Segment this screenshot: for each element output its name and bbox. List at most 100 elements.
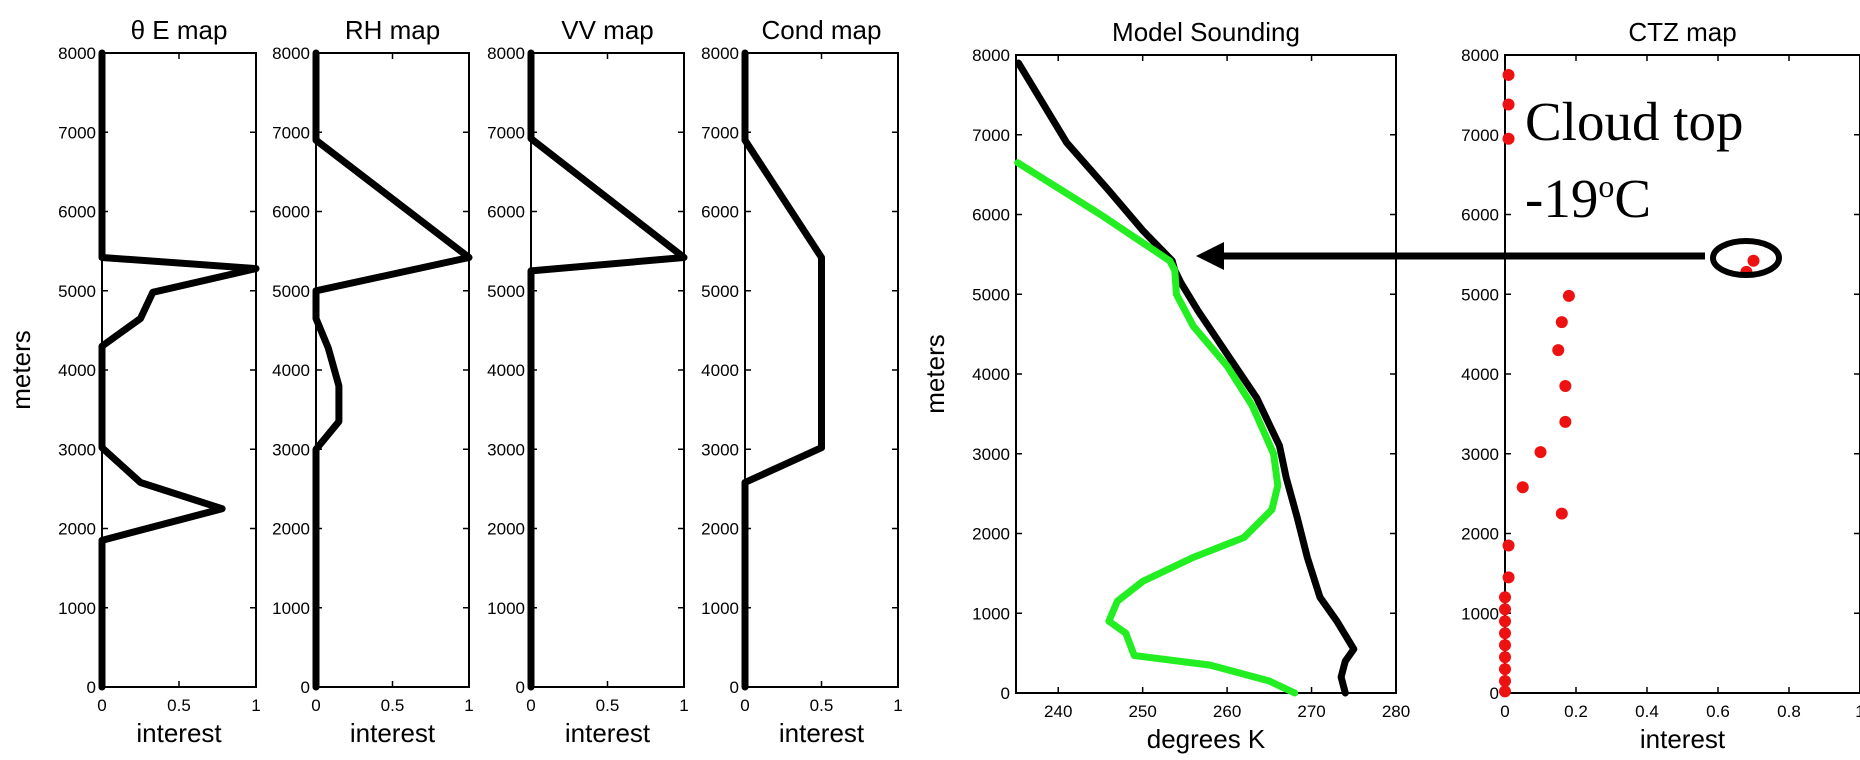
ctz-map-data-point — [1499, 639, 1511, 652]
theta-e-map-title: θ E map — [131, 15, 228, 45]
theta-e-map-series-line-1 — [98, 49, 260, 691]
theta-e-map-x-tick-label: 0 — [97, 696, 106, 715]
ctz-map-x-tick-label: 0.8 — [1777, 702, 1801, 721]
theta-e-map-y-tick-label: 7000 — [58, 123, 96, 142]
cond-map-x-tick-label: 1 — [893, 696, 902, 715]
ctz-map-data-point — [1502, 539, 1515, 552]
rh-map-y-tick-label: 7000 — [272, 123, 310, 142]
ctz-map-data-point — [1555, 316, 1568, 329]
theta-e-map-y-tick-label: 2000 — [58, 520, 96, 539]
model-sounding-x-tick-label: 280 — [1382, 702, 1410, 721]
theta-e-map-plot-frame — [101, 52, 257, 688]
ctz-map-y-tick-label: 6000 — [1461, 206, 1499, 225]
model-sounding-y-tick-label: 4000 — [972, 365, 1010, 384]
rh-map-plot-frame — [315, 52, 470, 688]
ctz-map-data-point — [1502, 68, 1515, 81]
cond-map-y-tick-label: 7000 — [701, 123, 739, 142]
ctz-map-data-point — [1499, 685, 1511, 698]
vv-map-y-tick-label: 6000 — [487, 203, 525, 222]
ctz-map-y-tick-label: 3000 — [1461, 445, 1499, 464]
model-sounding-y-tick-label: 6000 — [972, 206, 1010, 225]
vv-map-plot-frame — [530, 52, 685, 688]
theta-e-map-y-tick-label: 8000 — [58, 44, 96, 63]
rh-map-x-axis-label: interest — [350, 718, 436, 748]
cloud-top-temperature-label: -19oC — [1525, 168, 1651, 229]
theta-e-map-x-tick-label: 0.5 — [167, 696, 191, 715]
ctz-map-data-point — [1559, 379, 1572, 392]
model-sounding-series-line-1 — [1015, 59, 1358, 697]
vv-map-y-tick-label: 2000 — [487, 520, 525, 539]
ctz-map-y-tick-label: 8000 — [1461, 46, 1499, 65]
ctz-map-data-point — [1499, 675, 1511, 688]
model-sounding-y-tick-label: 5000 — [972, 285, 1010, 304]
rh-map-y-tick-label: 0 — [301, 678, 310, 697]
ctz-map-x-tick-label: 0.6 — [1706, 702, 1730, 721]
theta-e-map-y-tick-label: 5000 — [58, 282, 96, 301]
rh-map-series-line-1 — [312, 49, 473, 691]
cond-map-y-tick-label: 3000 — [701, 440, 739, 459]
model-sounding-x-tick-label: 270 — [1297, 702, 1325, 721]
model-sounding-x-tick-label: 250 — [1128, 702, 1156, 721]
ctz-map-x-tick-label: 0.2 — [1564, 702, 1588, 721]
vv-map-panel: 0 1000 2000 3000 4000 5000 6000 7000 8000 0 0.5 1 VV… — [487, 15, 689, 748]
theta-e-map-y-tick-label: 1000 — [58, 599, 96, 618]
ctz-map-y-tick-label: 7000 — [1461, 126, 1499, 145]
vv-map-x-axis-label: interest — [565, 718, 651, 748]
vv-map-x-tick-label: 1 — [679, 696, 688, 715]
rh-map-y-tick-label: 2000 — [272, 520, 310, 539]
vv-map-x-tick-label: 0 — [526, 696, 535, 715]
ctz-map-y-tick-label: 2000 — [1461, 525, 1499, 544]
cond-map-x-tick-label: 0 — [740, 696, 749, 715]
theta-e-map-y-tick-label: 3000 — [58, 440, 96, 459]
cloud-top-arrow-head — [1196, 242, 1224, 270]
model-sounding-y-tick-label: 3000 — [972, 445, 1010, 464]
vv-map-y-tick-label: 5000 — [487, 282, 525, 301]
vv-map-y-tick-label: 3000 — [487, 440, 525, 459]
cond-map-x-axis-label: interest — [779, 718, 865, 748]
vv-map-y-tick-label: 8000 — [487, 44, 525, 63]
rh-map-y-tick-label: 8000 — [272, 44, 310, 63]
theta-e-map-y-tick-label: 6000 — [58, 203, 96, 222]
cond-map-y-tick-label: 1000 — [701, 599, 739, 618]
rh-map-x-tick-label: 0 — [311, 696, 320, 715]
ctz-map-x-tick-label: 0 — [1500, 702, 1509, 721]
model-sounding-y-tick-label: 0 — [1001, 684, 1010, 703]
ctz-map-data-point — [1559, 415, 1572, 428]
rh-map-x-tick-label: 0.5 — [381, 696, 405, 715]
rh-map-y-tick-label: 1000 — [272, 599, 310, 618]
model-sounding-y-tick-label: 2000 — [972, 525, 1010, 544]
ctz-map-data-point — [1499, 603, 1511, 616]
ctz-map-x-axis-label: interest — [1640, 724, 1726, 754]
ctz-map-data-point — [1555, 507, 1568, 520]
rh-map-title: RH map — [345, 15, 440, 45]
ctz-map-y-tick-label: 5000 — [1461, 285, 1499, 304]
vv-map-series-line-1 — [527, 49, 688, 691]
cond-map-y-tick-label: 8000 — [701, 44, 739, 63]
ctz-map-data-point — [1499, 651, 1511, 664]
cond-map-y-tick-label: 0 — [730, 678, 739, 697]
ctz-map-y-tick-label: 1000 — [1461, 604, 1499, 623]
model-sounding-y-tick-label: 8000 — [972, 46, 1010, 65]
theta-e-map-y-tick-label: 4000 — [58, 361, 96, 380]
ctz-map-data-point — [1552, 344, 1565, 357]
model-sounding-y-tick-label: 7000 — [972, 126, 1010, 145]
ctz-map-data-point — [1562, 289, 1575, 302]
vv-map-x-tick-label: 0.5 — [596, 696, 620, 715]
ctz-map-data-point — [1499, 627, 1511, 640]
theta-e-map-y-tick-label: 0 — [87, 678, 96, 697]
model-sounding-x-tick-label: 240 — [1044, 702, 1072, 721]
model-sounding-y-axis-label: meters — [920, 334, 950, 413]
rh-map-panel: 0 1000 2000 3000 4000 5000 6000 7000 8000 0 0.5 1 RH… — [272, 15, 474, 748]
cond-map-panel: 0 1000 2000 3000 4000 5000 6000 7000 8000 0 0.5 1 Co… — [701, 15, 903, 748]
cloud-top-highlight-ellipse — [1710, 238, 1782, 278]
ctz-map-title: CTZ map — [1628, 17, 1736, 47]
cond-map-series-line-1 — [741, 49, 825, 691]
ctz-map-data-point — [1499, 663, 1511, 676]
model-sounding-x-tick-label: 260 — [1213, 702, 1241, 721]
ctz-map-data-point — [1516, 481, 1529, 494]
ctz-map-data-point — [1502, 571, 1515, 584]
ctz-map-data-point — [1502, 132, 1515, 145]
theta-e-map-y-axis-label: meters — [6, 330, 36, 409]
